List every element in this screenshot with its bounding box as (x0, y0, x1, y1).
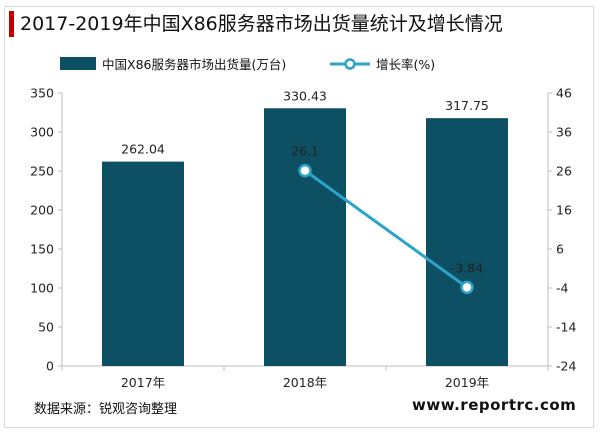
bar-2 (426, 118, 508, 366)
y-left-tick-label: 350 (30, 86, 54, 101)
bar-1 (264, 108, 346, 367)
x-tick-label: 2017年 (121, 375, 165, 390)
y-left-tick-label: 200 (30, 203, 54, 218)
y-left-tick-label: 300 (30, 125, 54, 140)
y-left-tick-label: 250 (30, 164, 54, 179)
growth-data-label: 26.1 (291, 144, 319, 159)
y-left-tick-label: 100 (30, 281, 54, 296)
bar-data-label: 317.75 (445, 98, 489, 113)
y-left-tick-label: 50 (38, 320, 54, 335)
y-right-tick-label: -4 (556, 281, 569, 296)
bar-0 (102, 161, 184, 366)
title-accent-bar (9, 11, 14, 37)
y-right-tick-label: -14 (556, 320, 576, 335)
legend-label-growth: 增长率(%) (376, 57, 436, 72)
bar-data-label: 262.04 (121, 142, 165, 157)
y-right-tick-label: -24 (556, 359, 576, 374)
bar-data-label: 330.43 (283, 88, 327, 103)
legend-swatch-line (330, 57, 370, 70)
y-right-tick-label: 46 (556, 86, 572, 101)
y-right-tick-label: 6 (556, 242, 564, 257)
y-right-tick-label: 16 (556, 203, 572, 218)
data-source: 数据来源：锐观咨询整理 (34, 402, 178, 417)
chart-title: 2017-2019年中国X86服务器市场出货量统计及增长情况 (20, 13, 503, 35)
y-left-tick-label: 150 (30, 242, 54, 257)
growth-line (304, 169, 468, 289)
legend-item-growth: 增长率(%) (330, 54, 435, 73)
x-tick-label: 2019年 (445, 375, 489, 390)
website-url: www.reportrc.com (412, 396, 577, 414)
y-left-tick-label: 0 (46, 359, 54, 374)
legend-item-shipments: 中国X86服务器市场出货量(万台) (60, 54, 286, 73)
y-right-tick-label: 36 (556, 125, 572, 140)
y-right-tick-label: 26 (556, 164, 572, 179)
legend-swatch-bar (60, 57, 96, 70)
growth-point-2 (460, 280, 474, 295)
legend: 中国X86服务器市场出货量(万台) 增长率(%) (0, 54, 600, 74)
legend-label-shipments: 中国X86服务器市场出货量(万台) (102, 57, 287, 72)
growth-data-label: -3.84 (451, 260, 483, 275)
growth-point-1 (298, 163, 312, 178)
x-tick-label: 2018年 (283, 375, 327, 390)
